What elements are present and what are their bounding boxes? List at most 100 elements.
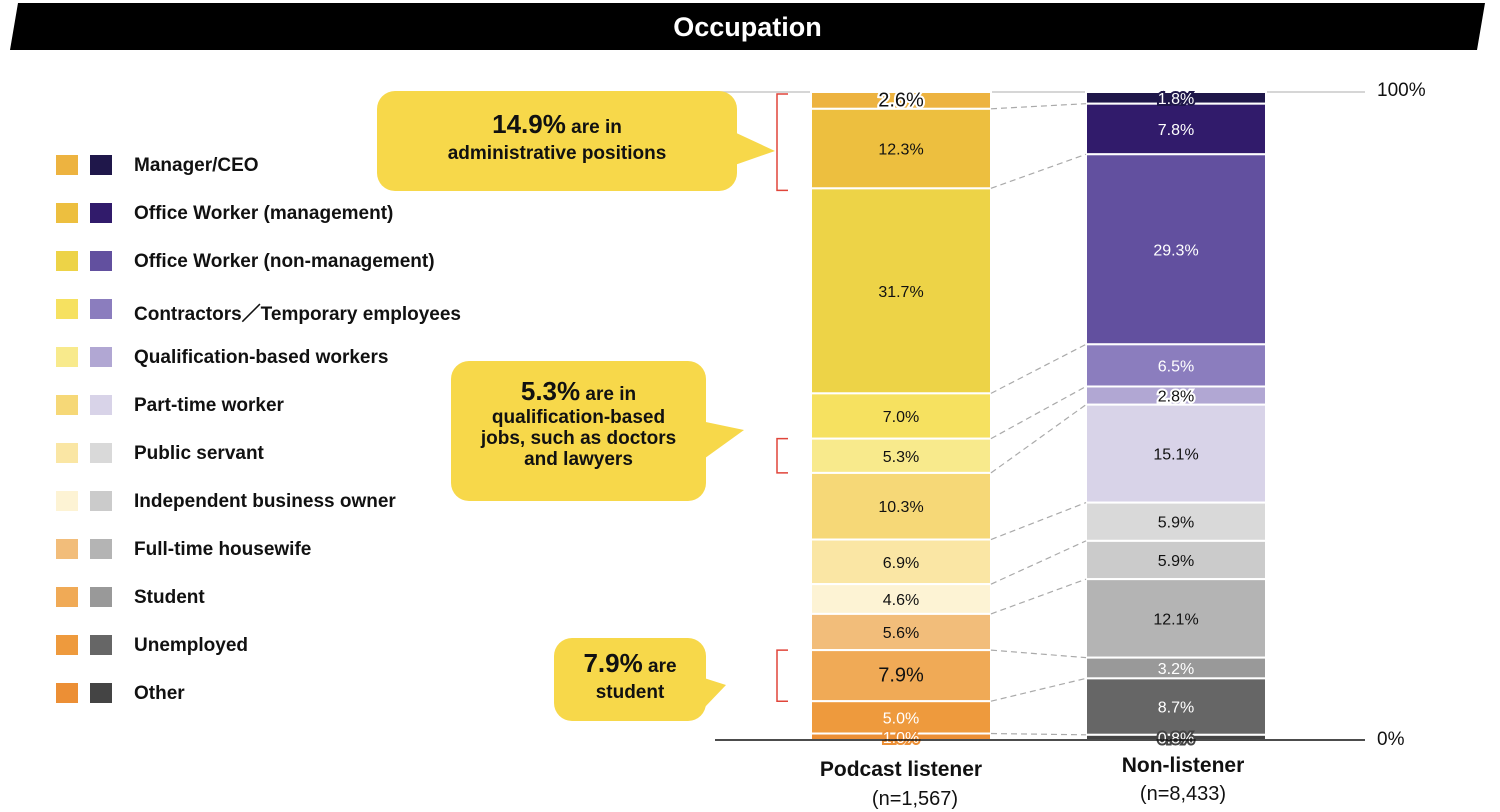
bar-segment	[1085, 501, 1267, 542]
legend-swatch	[56, 251, 78, 271]
value-label: 5.6%	[883, 625, 919, 642]
legend-swatch	[56, 491, 78, 511]
connector-line	[990, 153, 1087, 189]
legend-swatch	[56, 539, 78, 559]
bar-segment	[1085, 153, 1267, 346]
bar-segment	[1085, 343, 1267, 388]
connector-line	[990, 404, 1087, 474]
legend-label: Public servant	[134, 443, 264, 464]
value-label: 1.0%	[883, 730, 919, 747]
bracket	[776, 437, 788, 474]
value-label: 0.8%	[1158, 730, 1194, 747]
value-label: 7.0%	[883, 409, 919, 426]
category-label-nonlistener: Non-listener	[1121, 754, 1245, 777]
callout-text: qualification-based	[491, 407, 666, 428]
legend-item: Qualification-based workers	[56, 347, 516, 369]
legend-swatch	[56, 203, 78, 223]
callout-value: 7.9%	[583, 648, 643, 678]
legend-swatch	[56, 395, 78, 415]
legend-swatch	[90, 155, 112, 175]
legend-swatch	[90, 635, 112, 655]
legend-swatch	[90, 539, 112, 559]
legend-swatch	[90, 203, 112, 223]
callout-administrative: 14.9% are in administrative positions	[377, 91, 775, 191]
callout-text: administrative positions	[447, 143, 667, 164]
value-label: 12.3%	[878, 142, 923, 159]
legend-label: Office Worker (management)	[134, 203, 394, 224]
callout-text: are in	[580, 384, 637, 405]
connector-line	[990, 649, 1087, 659]
legend-item: Other	[56, 683, 516, 705]
value-label: 1.8%	[1158, 91, 1194, 108]
sample-size-nonlistener: (n=8,433)	[1139, 783, 1227, 805]
legend-label: Full-time housewife	[134, 539, 312, 560]
bar-segment	[1085, 403, 1267, 504]
legend-label: Part-time worker	[134, 395, 284, 416]
value-label: 6.5%	[1158, 358, 1194, 375]
legend-swatch	[56, 443, 78, 463]
bar-segment	[810, 392, 992, 440]
bar-segment	[810, 471, 992, 541]
legend-swatch	[90, 347, 112, 367]
legend-item: Unemployed	[56, 635, 516, 657]
legend-swatch	[90, 251, 112, 271]
value-label: 5.9%	[1158, 553, 1194, 570]
legend-label: Other	[134, 683, 185, 704]
value-label: 8.7%	[1158, 700, 1194, 717]
sample-size-listener: (n=1,567)	[871, 788, 959, 810]
value-label: 7.9%	[878, 665, 924, 687]
legend-item: Office Worker (non-management)	[56, 251, 516, 273]
category-label-listener: Podcast listener	[819, 758, 983, 781]
legend-item: Public servant	[56, 443, 516, 465]
legend-item: Part-time worker	[56, 395, 516, 417]
bar-segment	[810, 437, 992, 474]
legend-item: Contractors／Temporary employees	[56, 299, 516, 325]
bar-segment	[810, 583, 992, 615]
legend-swatch	[90, 395, 112, 415]
callout-text: jobs, such as doctors	[480, 428, 677, 449]
legend-swatch	[56, 347, 78, 367]
value-label: 6.9%	[883, 555, 919, 572]
legend-swatch	[90, 491, 112, 511]
legend-label: Contractors／Temporary employees	[134, 304, 461, 325]
legend-label: Qualification-based workers	[134, 347, 389, 368]
bracket	[776, 649, 788, 702]
chart-title: Occupation	[673, 12, 822, 42]
bar-segment	[810, 107, 992, 190]
value-label: 7.8%	[1158, 122, 1194, 139]
y-tick-100: 100%	[1377, 80, 1426, 101]
legend-label: Office Worker (non-management)	[134, 251, 435, 272]
callout-value: 14.9%	[492, 109, 566, 139]
value-label: 10.3%	[878, 499, 923, 516]
legend-item: Full-time housewife	[56, 539, 516, 561]
legend-item: Manager/CEO	[56, 155, 516, 177]
legend-swatch	[56, 155, 78, 175]
legend-item: Office Worker (management)	[56, 203, 516, 225]
legend-item: Independent business owner	[56, 491, 516, 513]
legend-item: Student	[56, 587, 516, 609]
connector-line	[990, 343, 1087, 394]
connector-line	[990, 540, 1087, 585]
legend-swatch	[90, 299, 112, 319]
value-label: 3.2%	[1158, 661, 1194, 678]
legend-swatch	[56, 683, 78, 703]
callout-student: 7.9% are student	[554, 638, 726, 721]
connector-line	[990, 385, 1087, 440]
value-label: 2.8%	[1158, 389, 1194, 406]
value-label: 2.6%	[878, 89, 924, 111]
legend-swatch	[56, 587, 78, 607]
connector-line	[990, 677, 1087, 702]
legend-swatch	[90, 587, 112, 607]
callout-qualification: 5.3% are in qualification-based jobs, su…	[451, 361, 744, 501]
legend-swatch	[56, 299, 78, 319]
bracket	[776, 93, 788, 192]
title-banner: Occupation	[10, 3, 1485, 50]
bar-segment	[810, 187, 992, 395]
value-label: 12.1%	[1153, 611, 1198, 628]
bar-segment	[1085, 539, 1267, 581]
bar-segment	[1085, 677, 1267, 736]
value-label: 5.9%	[1158, 515, 1194, 532]
legend-swatch	[56, 635, 78, 655]
connector-line	[990, 578, 1087, 615]
y-tick-0: 0%	[1377, 729, 1405, 750]
